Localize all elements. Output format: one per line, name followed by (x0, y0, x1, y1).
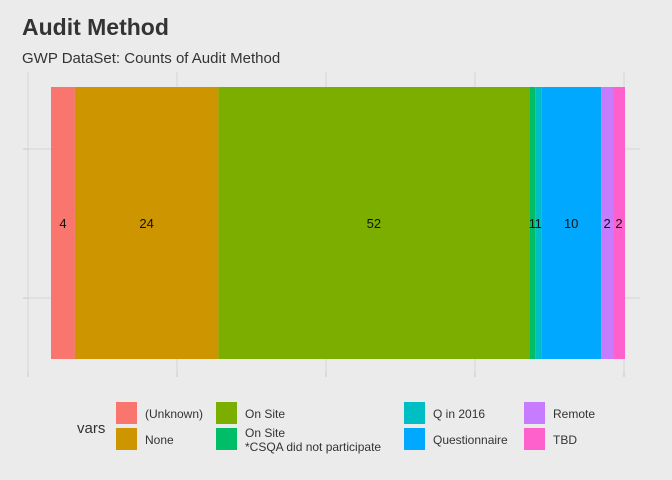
data-label-1: 24 (139, 216, 153, 231)
data-label-2: 52 (367, 216, 381, 231)
legend-swatch-5 (404, 428, 425, 450)
data-label-4: 1 (535, 216, 542, 231)
legend-label-4: Q in 2016 (433, 407, 485, 421)
data-label-0: 4 (59, 216, 66, 231)
legend-swatch-6 (524, 402, 545, 424)
legend-title: vars (77, 420, 105, 437)
chart-title: Audit Method (22, 14, 169, 40)
legend: vars (Unknown) None On Site On Site *CSQA did… (77, 402, 595, 454)
bar-segment-2 (218, 87, 530, 359)
legend-label-1: None (145, 433, 174, 447)
legend-swatch-4 (404, 402, 425, 424)
bar-segments (51, 87, 625, 359)
data-label-7: 2 (615, 216, 622, 231)
legend-label-5: Questionnaire (433, 433, 508, 447)
legend-swatch-7 (524, 428, 545, 450)
legend-label-6: Remote (553, 407, 595, 421)
legend-swatch-2 (216, 402, 237, 424)
bar-segment-4 (535, 87, 542, 359)
bar-segment-7 (613, 87, 625, 359)
data-label-6: 2 (603, 216, 610, 231)
legend-swatch-1 (116, 428, 137, 450)
legend-label-2: On Site (245, 407, 285, 421)
bar-segment-1 (74, 87, 219, 359)
bar-segment-0 (51, 87, 75, 359)
legend-label-7: TBD (553, 433, 577, 447)
data-label-3: 1 (529, 216, 536, 231)
bar-segment-6 (601, 87, 614, 359)
segment-labels: 4 24 52 11 10 2 2 (59, 216, 622, 231)
bar-segment-5 (541, 87, 602, 359)
legend-label-0: (Unknown) (145, 407, 203, 421)
legend-label-3: On Site *CSQA did not participate (245, 426, 381, 454)
legend-swatch-0 (116, 402, 137, 424)
chart-subtitle: GWP DataSet: Counts of Audit Method (22, 50, 281, 67)
bar-segment-3 (529, 87, 536, 359)
legend-swatch-3 (216, 428, 237, 450)
data-label-5: 10 (564, 216, 578, 231)
